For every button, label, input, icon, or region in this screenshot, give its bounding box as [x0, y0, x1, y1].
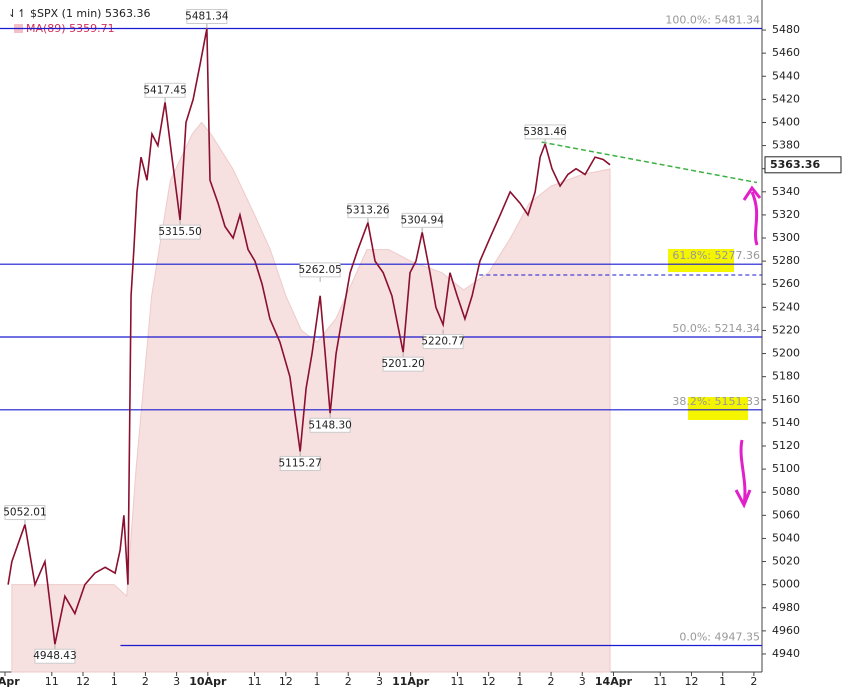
- fib-label: 0.0%: 4947.35: [679, 630, 760, 643]
- x-tick-label: 14Apr: [595, 675, 633, 688]
- annotation: 5148.30: [308, 419, 351, 431]
- annotation: 4948.43: [33, 650, 76, 662]
- annotation-box: [422, 334, 464, 350]
- y-tick-label: 5140: [772, 416, 800, 429]
- x-tick-label: 11: [45, 675, 59, 688]
- x-tick-label: 3: [579, 675, 586, 688]
- annotation: 5052.01: [3, 507, 46, 519]
- y-tick-label: 5200: [772, 347, 800, 360]
- x-tick-label: 1: [516, 675, 523, 688]
- x-tick-label: 0Apr: [0, 675, 20, 688]
- y-tick-label: 5160: [772, 393, 800, 406]
- y-tick-label: 4940: [772, 647, 800, 660]
- annotation-box: [4, 505, 46, 521]
- plot: 4940 4960 4980 5000 5020 5040 5060 5080 5100 5120…: [0, 8, 842, 688]
- y-tick-label: 5220: [772, 323, 800, 336]
- y-tick-label: 5300: [772, 231, 800, 244]
- highlight: [668, 249, 734, 272]
- x-tick-label: 11: [653, 675, 667, 688]
- y-tick-label: 5260: [772, 277, 800, 290]
- annotation-box: [186, 8, 228, 24]
- y-tick-label: 5440: [772, 69, 800, 82]
- y-tick-label: 5420: [772, 92, 800, 105]
- y-tick-label: 5320: [772, 208, 800, 221]
- price-line: [7, 28, 611, 645]
- annotation: 5381.46: [523, 126, 567, 138]
- annotation-box: [524, 124, 566, 140]
- annotation-box: [382, 356, 424, 372]
- annotation-box: [144, 82, 186, 98]
- arrow-down: [734, 439, 752, 509]
- annotation: 5262.05: [298, 264, 341, 276]
- fib-label: 50.0%: 5214.34: [672, 322, 760, 335]
- y-tick-label: 5180: [772, 370, 800, 383]
- y-tick-label: 5020: [772, 555, 800, 568]
- highlight: [688, 397, 748, 420]
- fib-label: 100.0%: 5481.34: [665, 13, 760, 26]
- annotation: 5201.20: [381, 358, 424, 370]
- y-tick-label: 5040: [772, 531, 800, 544]
- x-tick-label: 11: [450, 675, 464, 688]
- annotation-box: [159, 224, 201, 240]
- annotation-box: [347, 203, 389, 219]
- ma-area: [11, 121, 611, 673]
- y-tick-label: 5280: [772, 254, 800, 267]
- x-tick-label: 11: [248, 675, 262, 688]
- x-tick-label: 3: [173, 675, 180, 688]
- y-tick-label: 5120: [772, 439, 800, 452]
- annotation-box: [401, 212, 443, 228]
- y-tick-label: 5460: [772, 46, 800, 59]
- y-tick-label: 5240: [772, 300, 800, 313]
- y-tick-label: 4980: [772, 601, 800, 614]
- annotation-box: [309, 417, 351, 433]
- x-tick-label: 2: [750, 675, 757, 688]
- y-tick-label: 5340: [772, 185, 800, 198]
- y-tick-label: 5000: [772, 578, 800, 591]
- fib-label: 61.8%: 5277.36: [672, 249, 760, 262]
- y-tick-label: 5100: [772, 462, 800, 475]
- y-tick-label: 5080: [772, 485, 800, 498]
- x-tick-label: 2: [142, 675, 149, 688]
- y-tick-label: 4960: [772, 624, 800, 637]
- x-tick-label: 12: [684, 675, 698, 688]
- x-tick-label: 2: [548, 675, 555, 688]
- annotation: 5220.77: [421, 336, 464, 348]
- annotation-box: [34, 648, 76, 664]
- annotation: 5313.26: [346, 205, 390, 217]
- y-tick-label: 5400: [772, 115, 800, 128]
- fib-label: 38.2%: 5151.33: [672, 395, 760, 408]
- price-tag-label: 5363.36: [770, 158, 820, 171]
- icon: ⇃↿: [8, 7, 26, 20]
- annotation: 5417.45: [143, 84, 186, 96]
- annotation: 5115.27: [278, 457, 321, 469]
- x-tick-label: 12: [76, 675, 90, 688]
- annotation: 5481.34: [185, 10, 229, 22]
- x-tick-label: 2: [345, 675, 352, 688]
- arrow-up: [742, 185, 762, 246]
- x-tick-label: 1: [314, 675, 321, 688]
- x-tick-label: 12: [482, 675, 496, 688]
- annotation: 5304.94: [400, 214, 444, 226]
- chart-title: $SPX (1 min) 5363.36: [30, 7, 150, 20]
- x-tick-label: 11Apr: [392, 675, 430, 688]
- price-tag: [764, 156, 842, 174]
- x-tick-label: 12: [279, 675, 293, 688]
- annotation-box: [279, 455, 321, 471]
- y-tick-label: 5380: [772, 139, 800, 152]
- x-tick-label: 1: [111, 675, 118, 688]
- x-tick-label: 1: [719, 675, 726, 688]
- y-tick-label: 5060: [772, 508, 800, 521]
- y-tick-label: 5480: [772, 23, 800, 36]
- annotation-box: [299, 262, 341, 278]
- trendline: [541, 141, 758, 184]
- annotation: 5315.50: [158, 226, 201, 238]
- x-tick-label: 10Apr: [189, 675, 227, 688]
- x-tick-label: 3: [376, 675, 383, 688]
